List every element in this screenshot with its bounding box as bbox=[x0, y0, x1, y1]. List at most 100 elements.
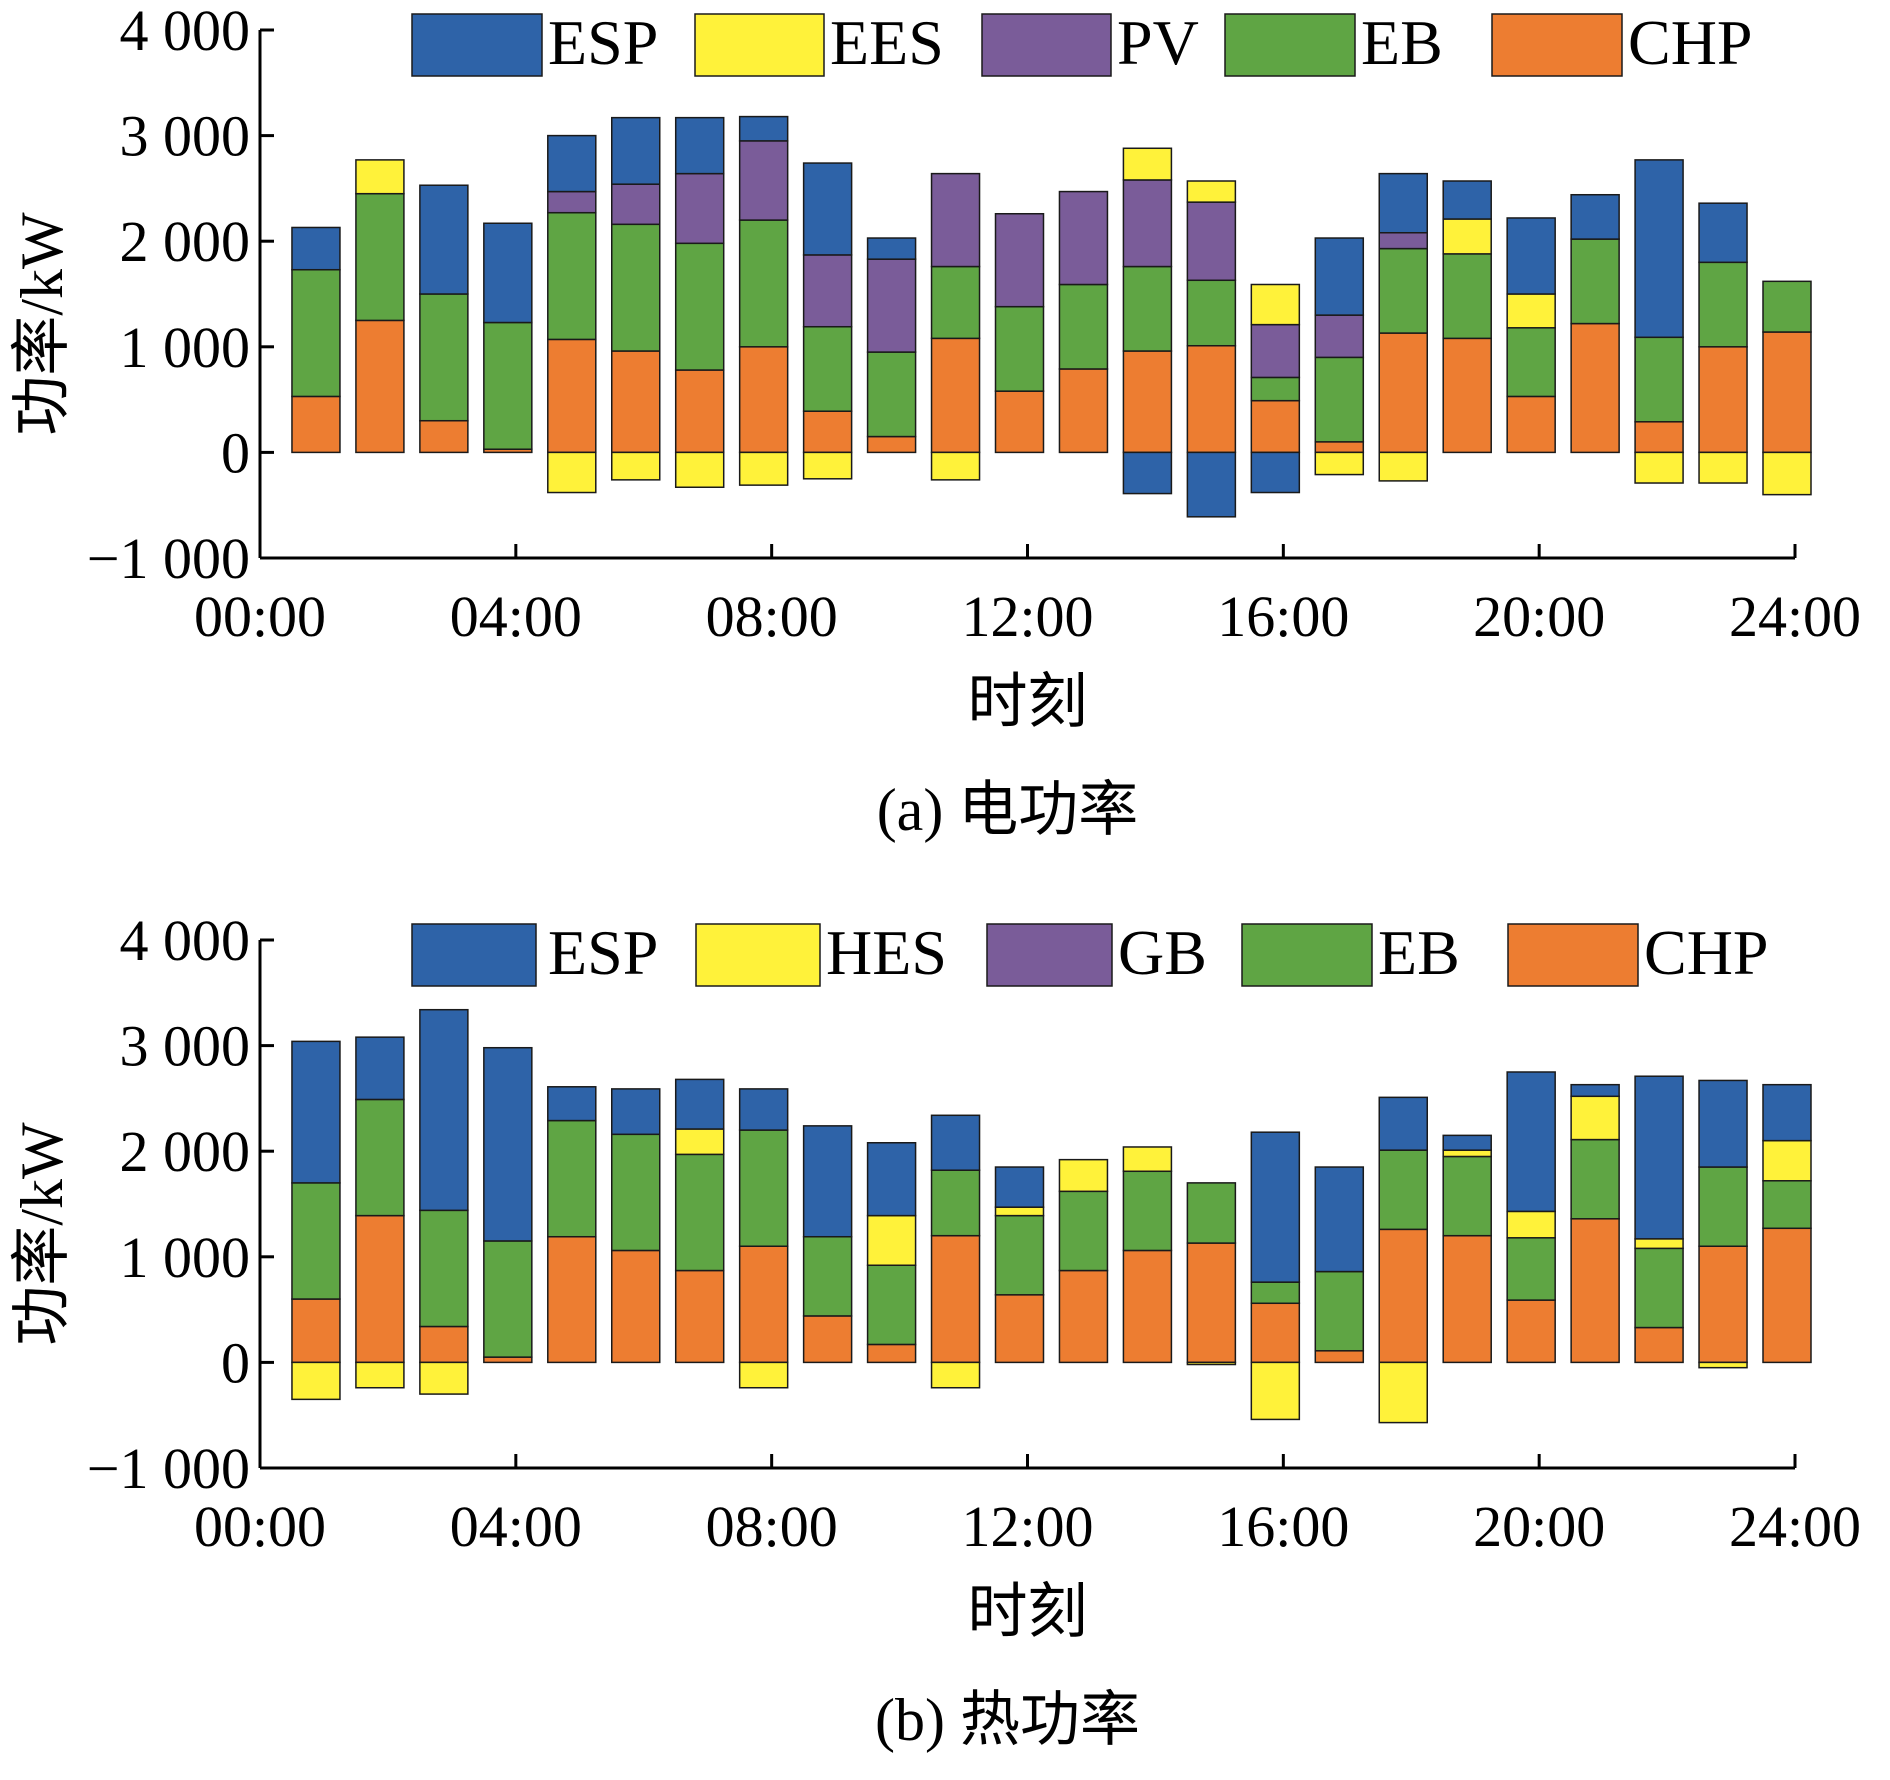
legend-swatch-hes bbox=[695, 923, 821, 987]
bar-segment-eb bbox=[738, 219, 789, 348]
legend-label-esp: ESP bbox=[548, 917, 658, 988]
bar-segment-pv bbox=[1186, 201, 1237, 282]
bar-segment-esp bbox=[611, 116, 661, 185]
bar-segment-esp bbox=[291, 1040, 341, 1184]
legend-label-ees: EES bbox=[830, 7, 944, 78]
bar-segment-chp bbox=[1378, 1228, 1428, 1364]
legend-label-esp: ESP bbox=[548, 7, 658, 78]
bar-segment-chp bbox=[1698, 1245, 1748, 1364]
bar-segment-ees bbox=[1122, 147, 1173, 181]
bar-segment-eb bbox=[1506, 1237, 1556, 1301]
bar-segment-eb bbox=[1250, 1281, 1301, 1305]
bar-segment-esp bbox=[1506, 217, 1556, 295]
bar-segment-chp bbox=[1634, 1326, 1684, 1364]
x-tick-label: 20:00 bbox=[1473, 1494, 1605, 1559]
legend-swatch-chp bbox=[1491, 13, 1623, 77]
bar-segment-hes bbox=[419, 1361, 469, 1395]
bar-segment-esp bbox=[355, 1036, 405, 1101]
bar-segment-eb bbox=[1762, 1180, 1812, 1230]
bar-segment-chp bbox=[1250, 1302, 1301, 1364]
bar-segment-eb bbox=[1634, 336, 1684, 423]
y-tick-label: 4 000 bbox=[120, 908, 251, 973]
bar-segment-eb bbox=[1058, 1190, 1109, 1272]
y-tick-label: 3 000 bbox=[120, 1014, 251, 1079]
bar-segment-chp bbox=[1122, 350, 1173, 454]
legend: ESP EES PV EB CHP bbox=[411, 7, 1753, 78]
bar-segment-hes bbox=[1506, 1210, 1556, 1239]
legend-label-chp: CHP bbox=[1628, 7, 1753, 78]
bar-segment-chp bbox=[866, 435, 917, 454]
bar-segment-chp bbox=[1634, 421, 1684, 454]
bar-segment-hes bbox=[1762, 1139, 1812, 1182]
bar-segment-eb bbox=[1698, 261, 1748, 348]
bar-segment-esp bbox=[291, 226, 341, 271]
bar-segment-hes bbox=[674, 1128, 725, 1156]
y-axis-title: 功率/kW bbox=[9, 1122, 75, 1346]
bar-segment-chp bbox=[1314, 441, 1365, 454]
bar-segment-esp bbox=[930, 1114, 981, 1171]
bar-segment-esp bbox=[1634, 1075, 1684, 1240]
bar-segment-eb bbox=[483, 321, 533, 450]
bar-segment-ees bbox=[1762, 451, 1812, 496]
x-tick-label: 12:00 bbox=[961, 1494, 1093, 1559]
bar-segment-ees bbox=[802, 451, 853, 480]
bar-segment-ees bbox=[1634, 451, 1684, 484]
bar-segment-eb bbox=[355, 1098, 405, 1217]
bar-segment-chp bbox=[1570, 322, 1620, 454]
bar-segment-pv bbox=[1250, 323, 1301, 379]
bar-segment-ees bbox=[611, 451, 661, 481]
legend-label-eb: EB bbox=[1378, 917, 1460, 988]
bar-segment-chp bbox=[1762, 1227, 1812, 1364]
bar-segment-chp bbox=[802, 410, 853, 454]
bar-segment-ees bbox=[1506, 293, 1556, 329]
bar-segment-chp bbox=[1570, 1218, 1620, 1364]
axes: −1 000 0 1 000 2 000 3 000 4 000 00:00 04:00 08:… bbox=[87, 0, 1861, 649]
bar-segment-esp bbox=[802, 1125, 853, 1238]
bar-segment-eb bbox=[1378, 1149, 1428, 1231]
bar-segment-eb bbox=[1058, 283, 1109, 370]
bar-segment-pv bbox=[994, 212, 1045, 308]
legend-swatch-ees bbox=[694, 13, 825, 77]
bar-segment-esp bbox=[1762, 1083, 1812, 1142]
bar-segment-eb bbox=[1442, 253, 1492, 340]
bar-segment-esp bbox=[1698, 202, 1748, 264]
bar-segment-eb bbox=[547, 1119, 597, 1238]
bar-segment-hes bbox=[291, 1361, 341, 1401]
bars bbox=[291, 115, 1812, 518]
bar-segment-chp bbox=[1378, 332, 1428, 454]
bar-segment-hes bbox=[738, 1361, 789, 1389]
chart-heat-power: −1 000 0 1 000 2 000 3 000 4 000 00:00 04:00 08:… bbox=[9, 908, 1861, 1753]
bar-segment-hes bbox=[1378, 1361, 1428, 1424]
x-tick-label: 00:00 bbox=[194, 1494, 326, 1559]
bar-segment-ees bbox=[547, 451, 597, 494]
bar-segment-chp bbox=[930, 337, 981, 454]
bar-segment-eb bbox=[1314, 356, 1365, 443]
x-tick-label: 16:00 bbox=[1217, 1494, 1349, 1559]
y-tick-label: 0 bbox=[221, 420, 250, 485]
x-tick-label: 24:00 bbox=[1729, 1494, 1861, 1559]
x-tick-label: 08:00 bbox=[706, 584, 838, 649]
legend-label-eb: EB bbox=[1361, 7, 1443, 78]
bar-segment-chp bbox=[1506, 395, 1556, 454]
bar-segment-esp bbox=[674, 1078, 725, 1130]
chart-caption: (b) 热功率 bbox=[875, 1687, 1140, 1753]
bar-segment-pv bbox=[866, 258, 917, 353]
bar-segment-eb bbox=[355, 192, 405, 322]
y-tick-label: 2 000 bbox=[120, 1119, 251, 1184]
bar-segment-esp bbox=[994, 1166, 1045, 1208]
bar-segment-chp bbox=[802, 1315, 853, 1364]
bar-segment-hes bbox=[994, 1206, 1045, 1217]
bar-segment-eb bbox=[1634, 1247, 1684, 1329]
bar-segment-chp bbox=[1186, 1242, 1237, 1364]
bar-segment-eb bbox=[738, 1129, 789, 1247]
bar-segment-hes bbox=[355, 1361, 405, 1389]
chart-caption: (a) 电功率 bbox=[877, 777, 1139, 843]
x-tick-label: 16:00 bbox=[1217, 584, 1349, 649]
bar-segment-hes bbox=[1698, 1361, 1748, 1369]
bar-segment-eb bbox=[866, 1264, 917, 1346]
bar-segment-eb bbox=[291, 1182, 341, 1300]
legend-swatch-eb bbox=[1241, 923, 1373, 987]
bar-segment-chp bbox=[483, 1356, 533, 1364]
bar-segment-ees bbox=[1378, 451, 1428, 482]
bar-segment-hes bbox=[1122, 1146, 1173, 1173]
